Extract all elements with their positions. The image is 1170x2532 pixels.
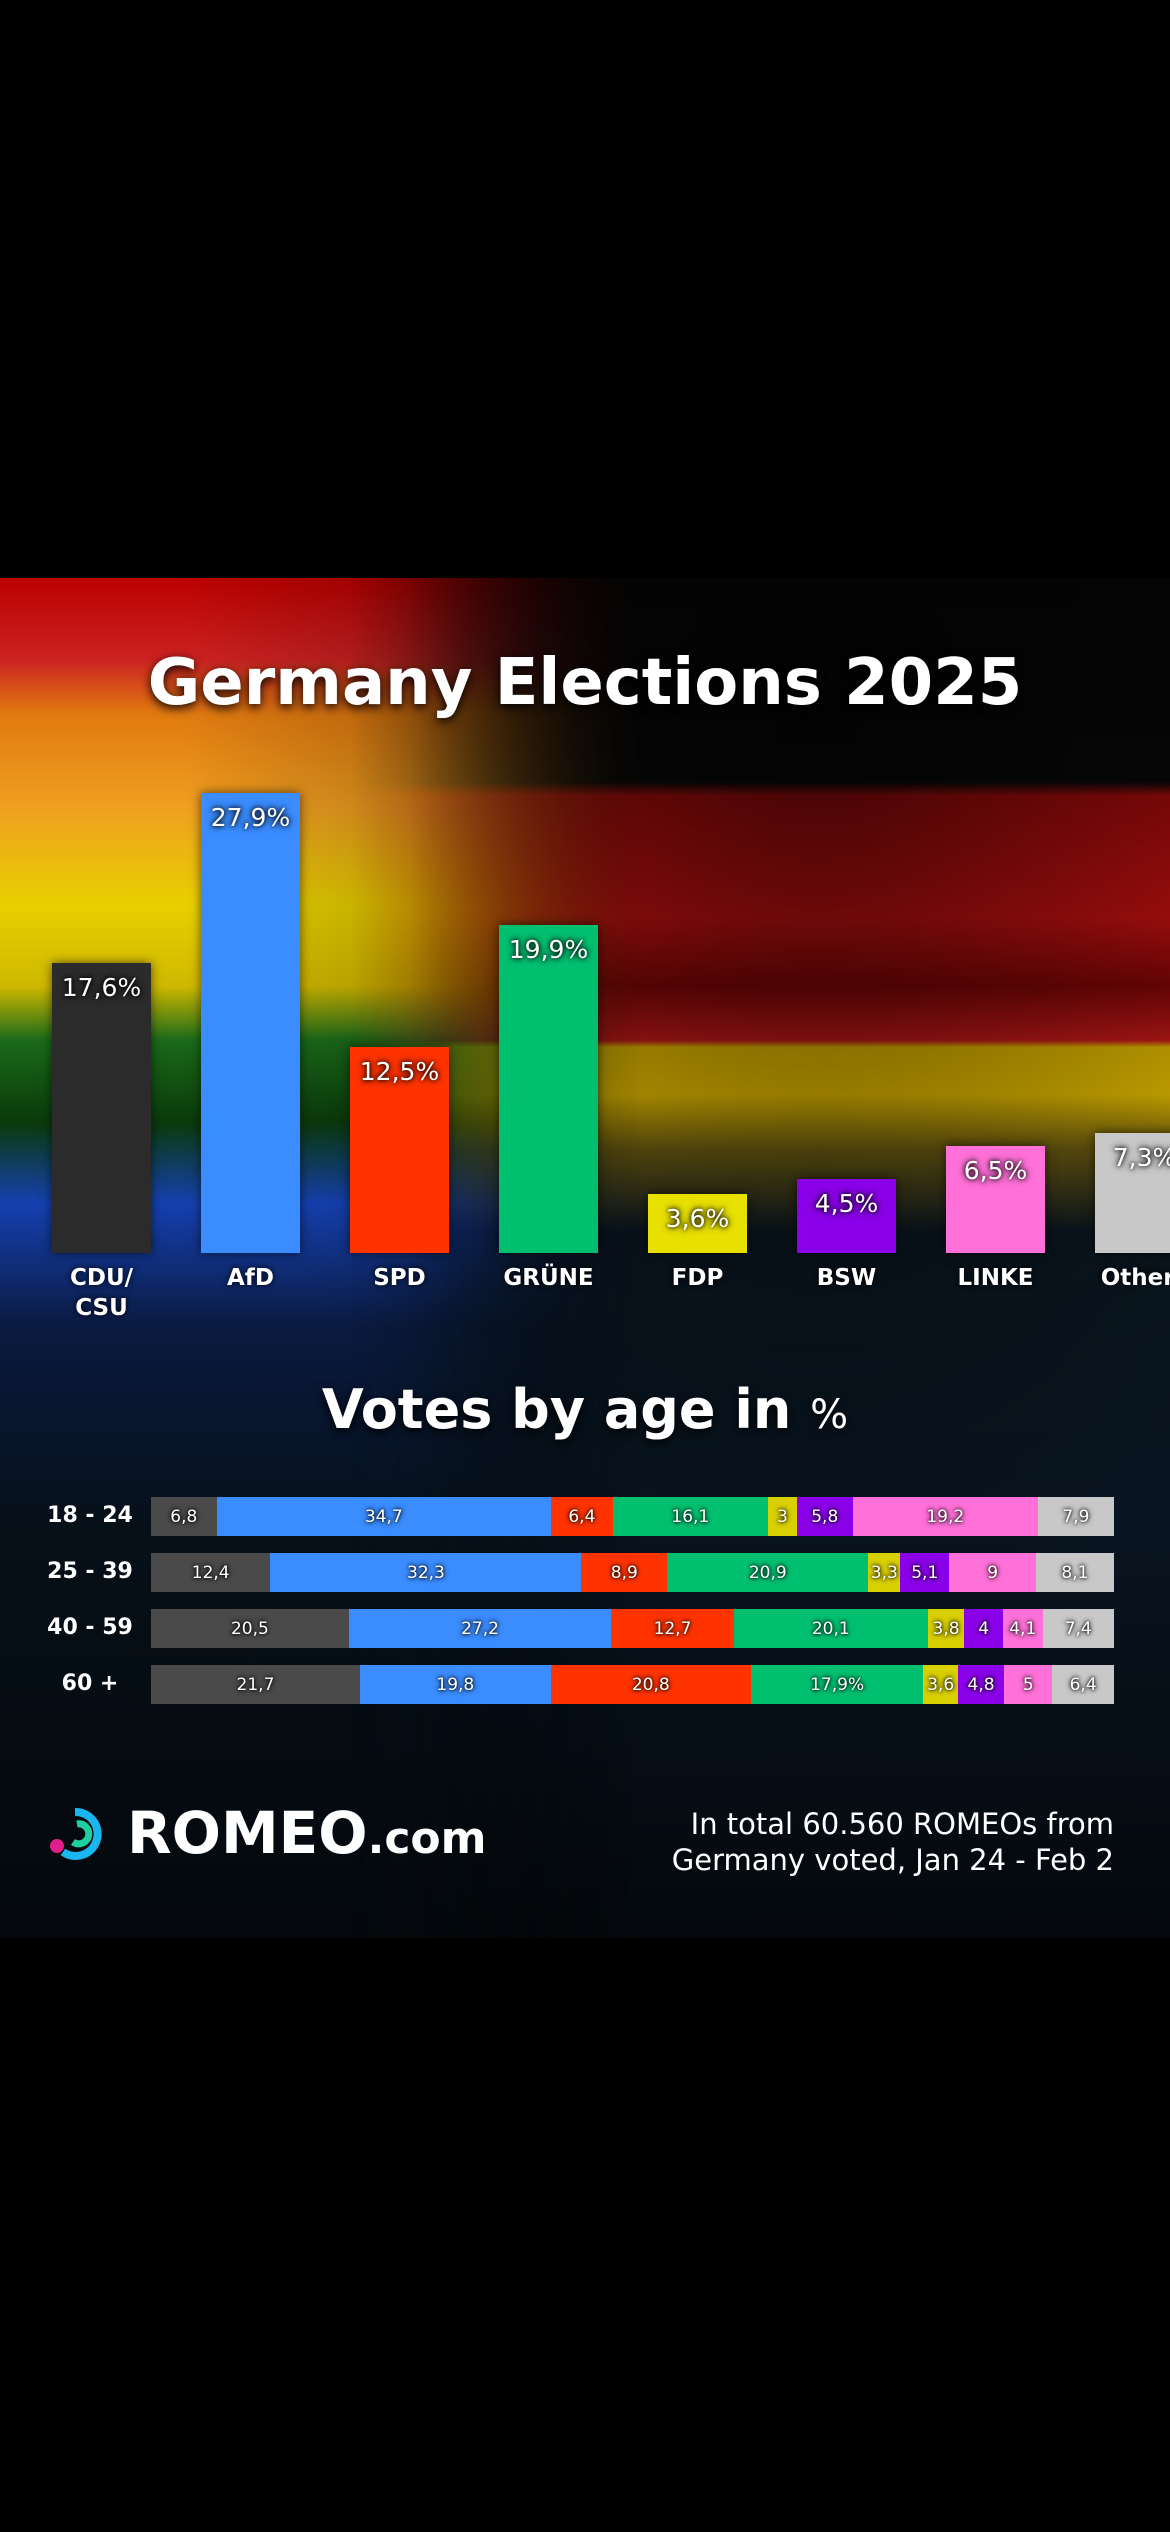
brand-name: ROMEO [127,1799,368,1867]
party-label: CDU/ CSU [69,1265,134,1321]
party-label: SPD [373,1265,426,1291]
segment-1: 32,3 [270,1553,582,1592]
segment-0: 21,7 [151,1665,360,1704]
segment-2: 20,8 [550,1665,751,1704]
background-shade [0,578,1170,1938]
segment-2: 8,9 [581,1553,668,1592]
brand-suffix: .com [367,1813,487,1864]
infographic: Germany Elections 2025 17,6% CDU/ CSU 27,9… [0,578,1170,1938]
bar-value-label: 7,3% [1112,1142,1170,1172]
footer-note: In total 60.560 ROMEOs from Germany vote… [672,1806,1114,1878]
segment-5: 5,1 [900,1553,950,1592]
footer-line-2: Germany voted, Jan 24 - Feb 2 [671,1843,1114,1877]
age-row: 20,5 27,2 12,7 20,1 3,8 4 4,1 7,4 [151,1609,1114,1648]
segment-2: 12,7 [611,1609,734,1648]
party-label: Others [1100,1265,1170,1291]
segment-6: 19,2 [852,1497,1038,1536]
segment-5: 4,8 [957,1665,1005,1704]
segment-3: 20,9 [667,1553,869,1592]
segment-3: 20,1 [733,1609,928,1648]
segment-7: 6,4 [1052,1665,1114,1704]
bar-5: 4,5% [797,1178,896,1253]
footer-line-1: In total 60.560 ROMEOs from [690,1807,1114,1841]
age-group-label: 18 - 24 [47,1503,133,1528]
bar-7: 7,3% [1095,1132,1170,1253]
party-label: FDP [671,1265,724,1291]
segment-6: 4,1 [1002,1609,1043,1648]
segment-6: 5 [1004,1665,1053,1704]
segment-2: 6,4 [551,1497,613,1536]
segment-4: 3 [767,1497,797,1536]
segment-1: 27,2 [348,1609,612,1648]
segment-4: 3,3 [868,1553,901,1592]
segment-0: 6,8 [151,1497,217,1536]
bar-1: 27,9% [201,792,300,1253]
segment-3: 16,1 [612,1497,768,1536]
segment-3: 17,9% [750,1665,924,1704]
segment-1: 19,8 [359,1665,551,1704]
segment-6: 9 [949,1553,1036,1592]
chart-title: Germany Elections 2025 [147,646,1023,720]
bar-4: 3,6% [648,1193,747,1253]
bar-value-label: 19,9% [508,934,589,964]
bar-value-label: 17,6% [61,972,142,1002]
bar-0: 17,6% [52,962,151,1253]
bar-value-label: 3,6% [665,1203,730,1233]
segment-1: 34,7 [216,1497,552,1536]
age-row: 21,7 19,8 20,8 17,9% 3,6 4,8 5 6,4 [151,1665,1114,1704]
age-group-label: 25 - 39 [47,1559,133,1584]
age-title-unit: % [810,1392,849,1438]
age-group-label: 60 + [61,1671,119,1696]
segment-5: 5,8 [796,1497,853,1536]
bar-value-label: 27,9% [210,802,291,832]
romeo-logo[interactable]: ROMEO.com [45,1798,486,1868]
party-label: AfD [227,1265,274,1291]
segment-5: 4 [964,1609,1003,1648]
segment-0: 20,5 [151,1609,349,1648]
age-row: 6,8 34,7 6,4 16,1 3 5,8 19,2 7,9 [151,1497,1114,1536]
bar-value-label: 6,5% [963,1155,1028,1185]
party-label: GRÜNE [503,1265,594,1291]
bar-value-label: 12,5% [359,1056,440,1086]
bar-3: 19,9% [499,924,598,1253]
segment-0: 12,4 [151,1553,271,1592]
age-group-label: 40 - 59 [47,1615,133,1640]
party-label: BSW [816,1265,877,1291]
age-title-text: Votes by age in [321,1378,792,1441]
romeo-logo-icon [50,1807,102,1860]
age-chart-title: Votes by age in % [0,1378,1170,1441]
bar-2: 12,5% [350,1046,449,1253]
segment-4: 3,6 [923,1665,958,1704]
bar-6: 6,5% [946,1145,1045,1253]
segment-7: 7,9 [1037,1497,1114,1536]
bar-value-label: 4,5% [814,1188,879,1218]
segment-7: 8,1 [1035,1553,1114,1592]
segment-7: 7,4 [1042,1609,1114,1648]
segment-4: 3,8 [927,1609,965,1648]
party-label: LINKE [957,1265,1034,1291]
age-row: 12,4 32,3 8,9 20,9 3,3 5,1 9 8,1 [151,1553,1114,1592]
